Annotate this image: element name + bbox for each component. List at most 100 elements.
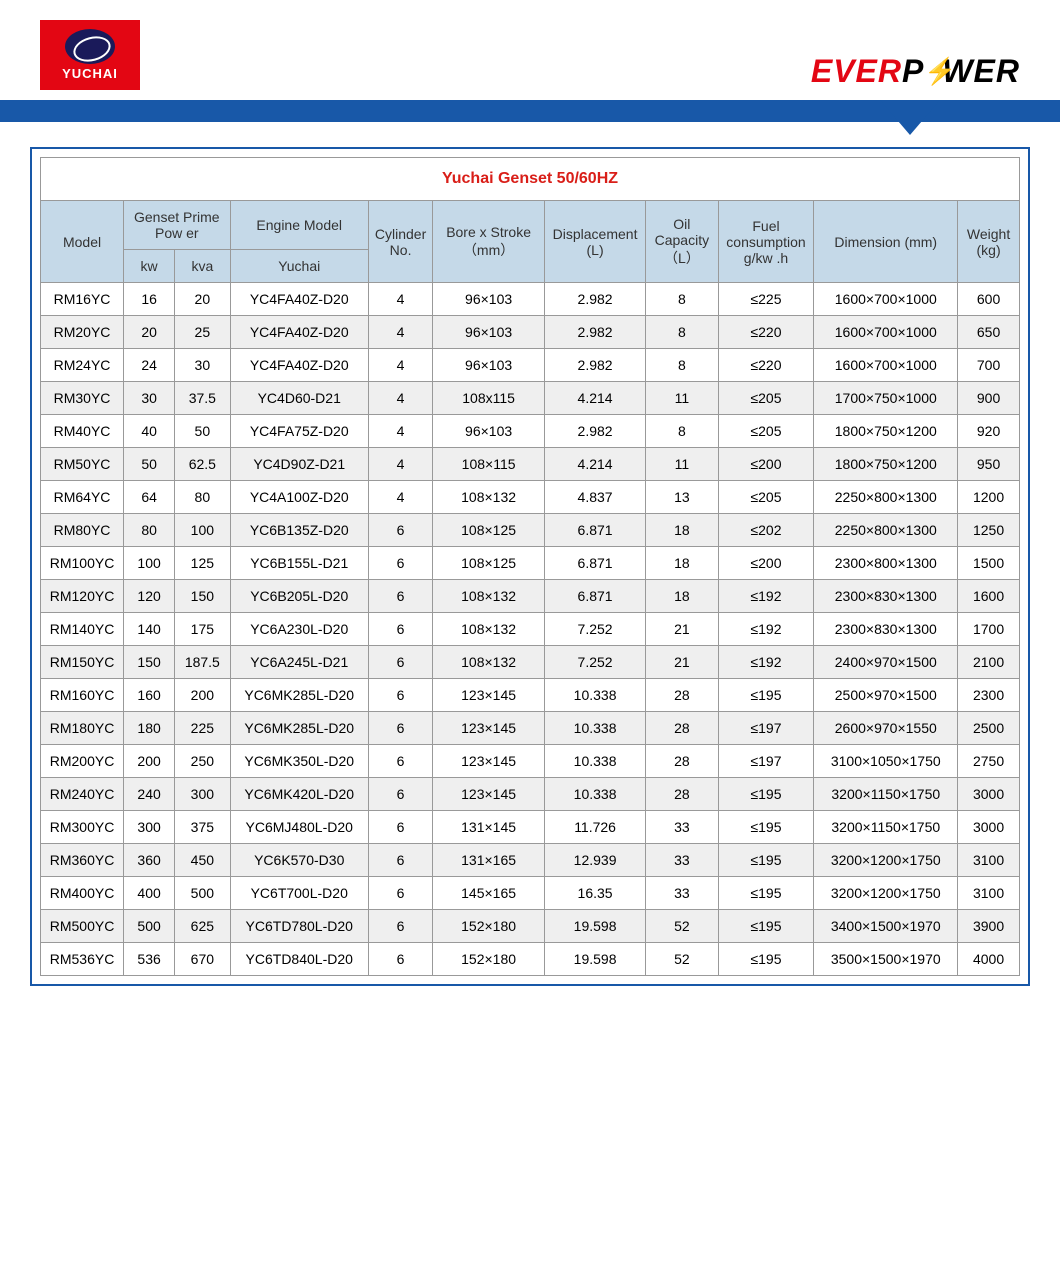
th-genset-prime: Genset Prime Pow er: [124, 201, 230, 250]
cell-disp: 4.214: [545, 382, 646, 415]
cell-disp: 2.982: [545, 283, 646, 316]
table-row: RM500YC500625YC6TD780L-D206152×18019.598…: [41, 910, 1020, 943]
cell-dim: 1600×700×1000: [814, 349, 958, 382]
table-row: RM160YC160200YC6MK285L-D206123×14510.338…: [41, 679, 1020, 712]
table-row: RM536YC536670YC6TD840L-D206152×18019.598…: [41, 943, 1020, 976]
cell-engine: YC4A100Z-D20: [230, 481, 368, 514]
cell-engine: YC6B155L-D21: [230, 547, 368, 580]
cell-model: RM160YC: [41, 679, 124, 712]
cell-fuel: ≤202: [718, 514, 814, 547]
cell-bore: 108×132: [433, 646, 545, 679]
cell-engine: YC6MK420L-D20: [230, 778, 368, 811]
cell-bore: 123×145: [433, 712, 545, 745]
cell-model: RM24YC: [41, 349, 124, 382]
cell-kw: 150: [124, 646, 175, 679]
cell-engine: YC6MK285L-D20: [230, 679, 368, 712]
cell-cyl: 6: [368, 580, 432, 613]
cell-cyl: 4: [368, 349, 432, 382]
yuchai-logo: YUCHAI: [40, 20, 140, 90]
cell-fuel: ≤195: [718, 811, 814, 844]
cell-model: RM200YC: [41, 745, 124, 778]
table-row: RM180YC180225YC6MK285L-D206123×14510.338…: [41, 712, 1020, 745]
cell-weight: 3100: [958, 877, 1020, 910]
cell-kw: 20: [124, 316, 175, 349]
cell-cyl: 4: [368, 382, 432, 415]
cell-engine: YC6TD840L-D20: [230, 943, 368, 976]
cell-disp: 6.871: [545, 547, 646, 580]
everpower-ever: EVER: [811, 53, 902, 89]
cell-kw: 360: [124, 844, 175, 877]
cell-engine: YC6B135Z-D20: [230, 514, 368, 547]
cell-oil: 21: [646, 613, 718, 646]
cell-kva: 625: [175, 910, 230, 943]
cell-oil: 33: [646, 844, 718, 877]
cell-bore: 108×115: [433, 448, 545, 481]
th-yuchai: Yuchai: [230, 250, 368, 283]
cell-kva: 80: [175, 481, 230, 514]
cell-dim: 2500×970×1500: [814, 679, 958, 712]
table-row: RM50YC5062.5YC4D90Z-D214108×1154.21411≤2…: [41, 448, 1020, 481]
cell-cyl: 4: [368, 283, 432, 316]
cell-kw: 100: [124, 547, 175, 580]
cell-engine: YC4D90Z-D21: [230, 448, 368, 481]
cell-kva: 37.5: [175, 382, 230, 415]
cell-kva: 375: [175, 811, 230, 844]
table-row: RM200YC200250YC6MK350L-D206123×14510.338…: [41, 745, 1020, 778]
cell-weight: 4000: [958, 943, 1020, 976]
cell-dim: 2250×800×1300: [814, 514, 958, 547]
table-row: RM240YC240300YC6MK420L-D206123×14510.338…: [41, 778, 1020, 811]
cell-model: RM300YC: [41, 811, 124, 844]
cell-fuel: ≤220: [718, 316, 814, 349]
cell-cyl: 6: [368, 613, 432, 646]
cell-oil: 33: [646, 877, 718, 910]
cell-weight: 900: [958, 382, 1020, 415]
header-row-1: Model Genset Prime Pow er Engine Model C…: [41, 201, 1020, 250]
table-row: RM64YC6480YC4A100Z-D204108×1324.83713≤20…: [41, 481, 1020, 514]
cell-bore: 108×132: [433, 613, 545, 646]
cell-disp: 7.252: [545, 646, 646, 679]
cell-model: RM40YC: [41, 415, 124, 448]
cell-oil: 8: [646, 415, 718, 448]
cell-fuel: ≤197: [718, 745, 814, 778]
cell-model: RM120YC: [41, 580, 124, 613]
cell-kw: 40: [124, 415, 175, 448]
cell-kw: 80: [124, 514, 175, 547]
th-model: Model: [41, 201, 124, 283]
table-body: RM16YC1620YC4FA40Z-D20496×1032.9828≤2251…: [41, 283, 1020, 976]
cell-model: RM180YC: [41, 712, 124, 745]
cell-model: RM50YC: [41, 448, 124, 481]
cell-oil: 8: [646, 283, 718, 316]
cell-fuel: ≤195: [718, 778, 814, 811]
cell-disp: 10.338: [545, 745, 646, 778]
cell-fuel: ≤205: [718, 415, 814, 448]
cell-weight: 3000: [958, 778, 1020, 811]
cell-kw: 500: [124, 910, 175, 943]
cell-engine: YC6MJ480L-D20: [230, 811, 368, 844]
cell-weight: 1500: [958, 547, 1020, 580]
cell-bore: 108x115: [433, 382, 545, 415]
cell-dim: 1800×750×1200: [814, 415, 958, 448]
cell-kva: 450: [175, 844, 230, 877]
cell-kw: 140: [124, 613, 175, 646]
table-row: RM80YC80100YC6B135Z-D206108×1256.87118≤2…: [41, 514, 1020, 547]
cell-bore: 96×103: [433, 349, 545, 382]
everpower-logo: EVERPWER: [811, 53, 1020, 90]
cell-oil: 18: [646, 547, 718, 580]
cell-kva: 300: [175, 778, 230, 811]
cell-weight: 920: [958, 415, 1020, 448]
cell-disp: 2.982: [545, 415, 646, 448]
content-area: Yuchai Genset 50/60HZ Model Genset Prime…: [0, 122, 1060, 1011]
cell-model: RM16YC: [41, 283, 124, 316]
cell-bore: 108×132: [433, 481, 545, 514]
cell-disp: 16.35: [545, 877, 646, 910]
th-oil-capacity: Oil Capacity （L）: [646, 201, 718, 283]
table-title: Yuchai Genset 50/60HZ: [41, 158, 1020, 201]
cell-fuel: ≤195: [718, 844, 814, 877]
cell-engine: YC6A230L-D20: [230, 613, 368, 646]
cell-oil: 8: [646, 349, 718, 382]
cell-dim: 1600×700×1000: [814, 283, 958, 316]
cell-kw: 240: [124, 778, 175, 811]
cell-oil: 13: [646, 481, 718, 514]
table-row: RM16YC1620YC4FA40Z-D20496×1032.9828≤2251…: [41, 283, 1020, 316]
cell-fuel: ≤195: [718, 943, 814, 976]
